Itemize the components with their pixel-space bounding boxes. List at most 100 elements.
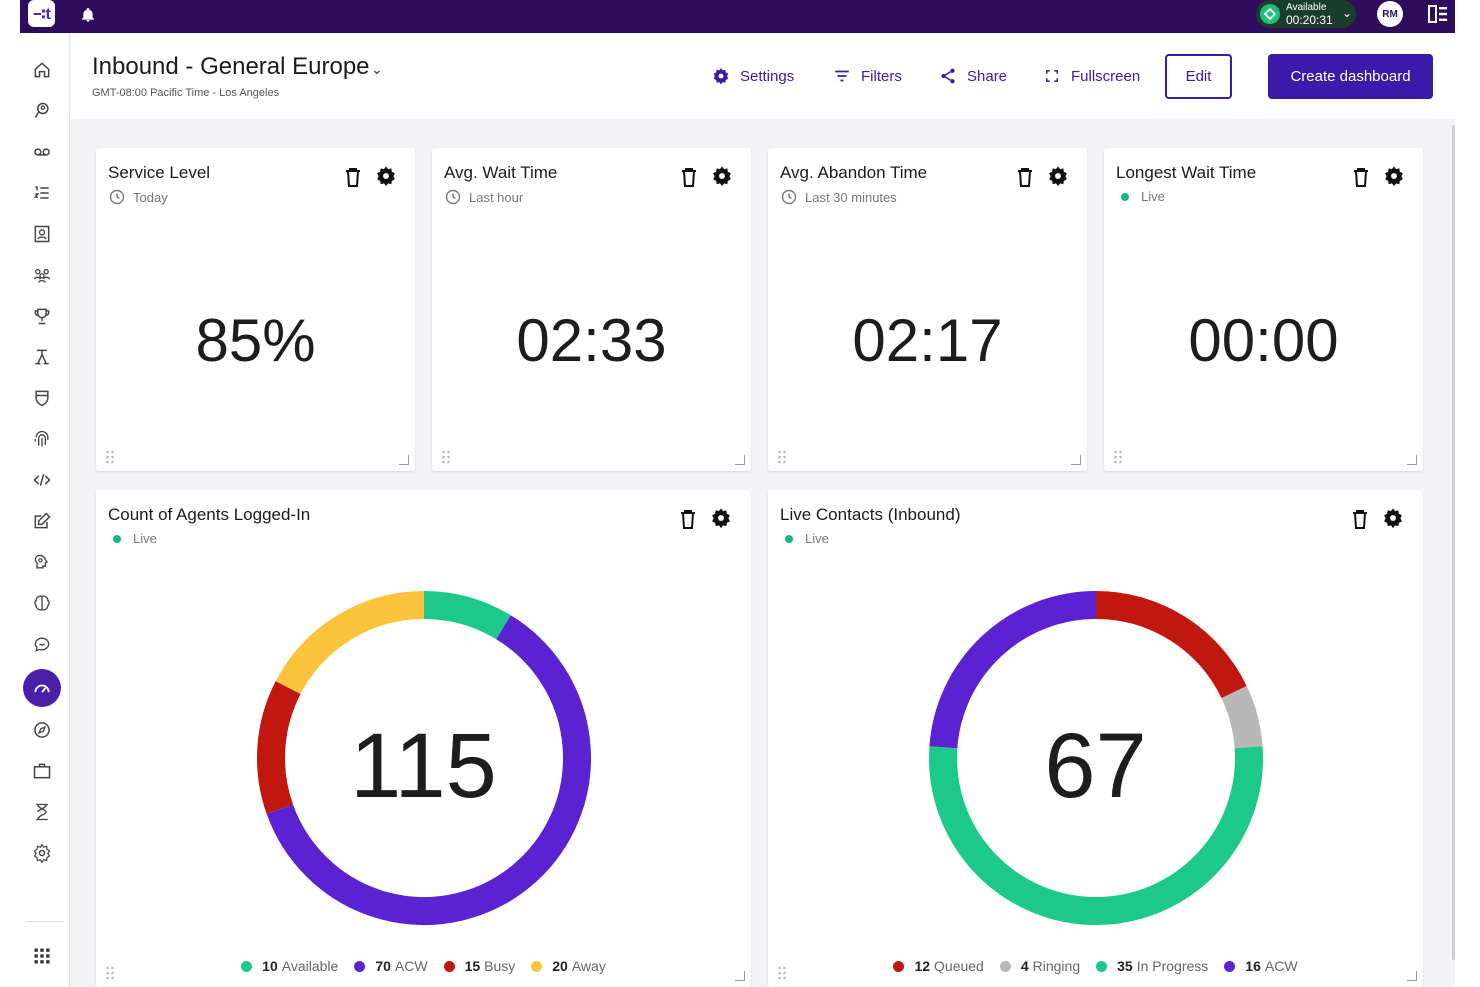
app-logo[interactable]: ∹t	[28, 0, 55, 27]
card-subtitle-text: Live	[133, 531, 157, 546]
legend-dot-icon	[531, 960, 543, 972]
resize-handle-icon[interactable]	[1407, 971, 1417, 981]
donut-slice-in-progress[interactable]	[929, 746, 1263, 925]
resize-handle-icon[interactable]	[1071, 455, 1081, 465]
donut-slice-ringing[interactable]	[1221, 686, 1263, 749]
trash-icon[interactable]	[1352, 166, 1370, 188]
metric-value: 02:17	[852, 307, 1003, 374]
legend-dot-icon	[893, 960, 905, 972]
filters-label: Filters	[861, 67, 902, 85]
legend-dot-icon	[1096, 960, 1108, 972]
gear-icon[interactable]	[1047, 165, 1069, 187]
legend-item-busy[interactable]: 15 Busy	[443, 958, 515, 974]
voicemail-icon[interactable]	[31, 141, 53, 163]
workflow-icon[interactable]	[31, 346, 53, 368]
contacts-donut-chart	[929, 591, 1263, 925]
share-button[interactable]: Share	[939, 61, 1007, 91]
live-indicator-icon	[785, 534, 793, 543]
trash-icon[interactable]	[344, 166, 362, 188]
resize-handle-icon[interactable]	[735, 971, 745, 981]
legend-item-available[interactable]: 10 Available	[241, 958, 338, 974]
legend-value: 12	[914, 958, 931, 974]
donut-slice-acw[interactable]	[266, 615, 591, 925]
avatar[interactable]: RM	[1377, 1, 1403, 27]
legend-dot-icon	[443, 960, 455, 972]
trash-icon[interactable]	[1016, 166, 1034, 188]
resize-handle-icon[interactable]	[1407, 455, 1417, 465]
create-dashboard-button[interactable]: Create dashboard	[1268, 54, 1433, 99]
scrollbar[interactable]	[1452, 125, 1455, 960]
legend-value: 10	[262, 958, 278, 974]
settings-gear-icon[interactable]	[31, 842, 53, 864]
resize-handle-icon[interactable]	[735, 455, 745, 465]
drag-handle-icon[interactable]	[105, 450, 115, 464]
metric-card-avg-wait-time: Avg. Wait Time Last hour 02:33	[432, 148, 751, 471]
drag-handle-icon[interactable]	[1113, 450, 1123, 464]
legend-item-acw[interactable]: 70 ACW	[354, 958, 428, 974]
shield-icon[interactable]	[31, 387, 53, 409]
gear-icon	[713, 68, 729, 85]
gear-icon[interactable]	[710, 507, 732, 529]
filter-icon	[835, 70, 849, 82]
donut-slice-busy[interactable]	[257, 681, 301, 814]
side-panel-icon[interactable]	[1428, 5, 1448, 23]
brain-icon[interactable]	[31, 592, 53, 614]
dashboard-gauge-icon[interactable]	[23, 669, 61, 707]
bell-icon[interactable]	[80, 6, 96, 24]
fingerprint-icon[interactable]	[31, 428, 53, 450]
edit-button[interactable]: Edit	[1165, 54, 1232, 99]
timezone-label: GMT-08:00 Pacific Time - Los Angeles	[92, 87, 280, 99]
legend-label: Ringing	[1032, 958, 1081, 974]
briefcase-icon[interactable]	[31, 760, 53, 782]
edit-square-icon[interactable]	[31, 510, 53, 532]
fullscreen-icon	[1046, 70, 1058, 82]
chevron-down-icon[interactable]: ⌄	[1342, 6, 1353, 20]
apps-grid-icon[interactable]	[31, 945, 53, 967]
trophy-icon[interactable]	[31, 305, 53, 327]
compass-icon[interactable]	[31, 719, 53, 741]
legend-item-in-progress[interactable]: 35 In Progress	[1096, 958, 1208, 974]
legend-item-away[interactable]: 20 Away	[531, 958, 606, 974]
donut-slice-acw[interactable]	[929, 591, 1097, 749]
resize-handle-icon[interactable]	[399, 455, 409, 465]
gear-icon[interactable]	[1382, 507, 1404, 529]
contact-card-icon[interactable]	[31, 223, 53, 245]
gear-icon[interactable]	[711, 165, 733, 187]
trash-icon[interactable]	[679, 508, 697, 530]
code-icon[interactable]	[31, 469, 53, 491]
card-subtitle: Live	[1117, 189, 1165, 204]
settings-button[interactable]: Settings	[712, 61, 794, 91]
donut-slice-available[interactable]	[423, 591, 511, 640]
trash-icon[interactable]	[680, 166, 698, 188]
team-icon[interactable]	[31, 264, 53, 286]
brain-gear-icon[interactable]	[31, 551, 53, 573]
drag-handle-icon[interactable]	[777, 450, 787, 464]
gear-icon[interactable]	[375, 165, 397, 187]
chat-bubble-person-icon[interactable]	[31, 100, 53, 122]
trash-icon[interactable]	[1351, 508, 1369, 530]
legend-item-queued[interactable]: 12 Queued	[893, 958, 984, 974]
list-numbered-icon[interactable]	[31, 182, 53, 204]
drag-handle-icon[interactable]	[777, 966, 787, 980]
fullscreen-button[interactable]: Fullscreen	[1043, 61, 1140, 91]
live-indicator-icon	[113, 534, 121, 543]
settings-label: Settings	[740, 67, 795, 85]
legend-item-acw[interactable]: 16 ACW	[1224, 958, 1298, 974]
donut-slice-queued[interactable]	[1095, 591, 1247, 699]
gear-icon[interactable]	[1383, 165, 1405, 187]
card-title: Count of Agents Logged-In	[108, 505, 311, 524]
card-title: Service Level	[108, 163, 211, 182]
page-title[interactable]: Inbound - General Europe	[92, 53, 370, 80]
drag-handle-icon[interactable]	[441, 450, 451, 464]
metric-card-avg-abandon-time: Avg. Abandon Time Last 30 minutes 02:17	[768, 148, 1087, 471]
home-icon[interactable]	[31, 59, 53, 81]
drag-handle-icon[interactable]	[105, 966, 115, 980]
chevron-down-icon[interactable]: ⌄	[371, 61, 383, 77]
hourglass-person-icon[interactable]	[31, 801, 53, 823]
donut-slice-away[interactable]	[275, 591, 425, 695]
filters-button[interactable]: Filters	[833, 61, 902, 91]
agent-status-selector[interactable]: Available 00:20:31	[1256, 0, 1356, 28]
feedback-icon[interactable]	[31, 633, 53, 655]
donut-center-total: 115	[350, 715, 497, 817]
legend-item-ringing[interactable]: 4 Ringing	[999, 958, 1081, 974]
